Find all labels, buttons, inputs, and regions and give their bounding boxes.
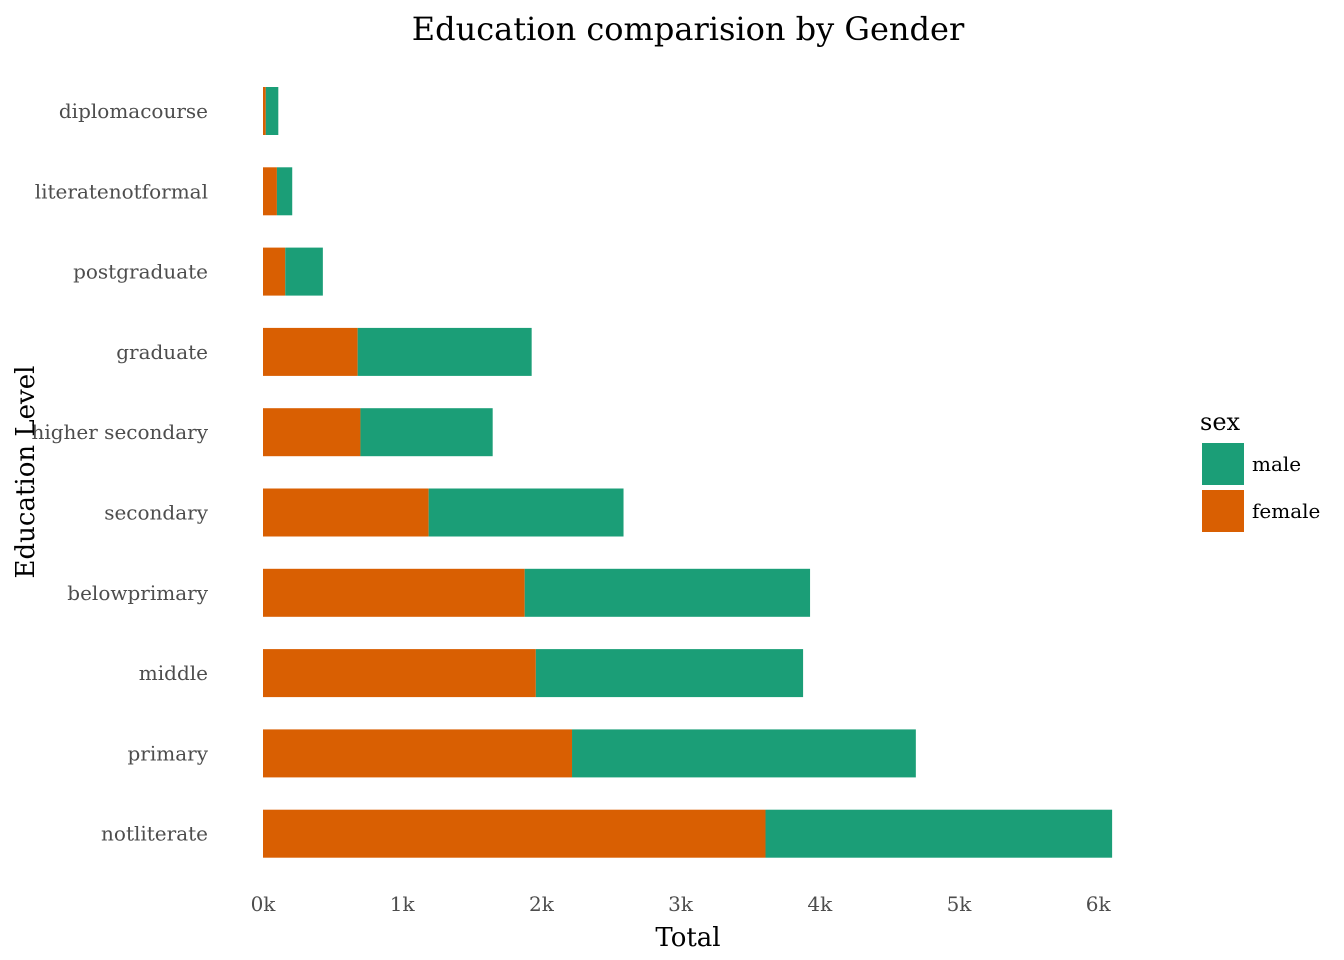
legend-key-male xyxy=(1202,443,1244,485)
y-axis-tick-labels: diplomacourse literatenotformal postgradua… xyxy=(31,99,208,846)
bar-male xyxy=(535,649,804,698)
bar-female xyxy=(263,729,573,778)
x-tick-label: 0k xyxy=(251,892,277,916)
bar-male xyxy=(572,729,916,778)
y-tick-label: literatenotformal xyxy=(35,179,208,203)
bar-male xyxy=(360,408,493,457)
x-axis-tick-labels: 0k 1k 2k 3k 4k 5k 6k xyxy=(251,892,1112,916)
chart-title: Education comparision by Gender xyxy=(412,10,965,48)
bar-male xyxy=(285,247,323,296)
bars xyxy=(263,87,1113,858)
x-tick-label: 1k xyxy=(390,892,416,916)
y-tick-label: higher secondary xyxy=(31,420,208,444)
x-tick-label: 6k xyxy=(1086,892,1112,916)
legend-title: sex xyxy=(1200,408,1241,436)
y-tick-label: notliterate xyxy=(101,822,208,846)
y-tick-label: middle xyxy=(139,661,208,685)
legend-items: male female xyxy=(1202,443,1320,532)
y-tick-label: secondary xyxy=(104,501,209,525)
x-tick-label: 3k xyxy=(668,892,694,916)
legend: sex male female xyxy=(1200,408,1320,532)
bar-male xyxy=(265,87,279,135)
bar-female xyxy=(263,649,536,698)
x-tick-label: 4k xyxy=(807,892,833,916)
bar-male xyxy=(357,327,532,376)
legend-key-female xyxy=(1202,490,1244,532)
bar-female xyxy=(263,809,766,858)
bar-female xyxy=(263,327,358,376)
bar-female xyxy=(263,568,525,617)
y-axis-title: Education Level xyxy=(11,366,41,579)
bar-female xyxy=(263,167,277,216)
bar-female xyxy=(263,488,429,537)
x-axis-title: Total xyxy=(655,923,720,953)
legend-label-male: male xyxy=(1252,452,1301,476)
y-tick-label: primary xyxy=(127,741,208,765)
bar-female xyxy=(263,87,266,135)
y-tick-label: diplomacourse xyxy=(59,99,208,123)
y-tick-label: belowprimary xyxy=(67,581,208,605)
y-tick-label: postgraduate xyxy=(73,260,208,284)
bar-female xyxy=(263,408,361,457)
bar-male xyxy=(765,809,1113,858)
x-tick-label: 5k xyxy=(947,892,973,916)
x-tick-label: 2k xyxy=(529,892,555,916)
bar-male xyxy=(524,568,811,617)
bar-male xyxy=(276,167,293,216)
bar-male xyxy=(428,488,624,537)
y-tick-label: graduate xyxy=(116,340,208,364)
legend-label-female: female xyxy=(1252,499,1320,523)
bar-female xyxy=(263,247,286,296)
